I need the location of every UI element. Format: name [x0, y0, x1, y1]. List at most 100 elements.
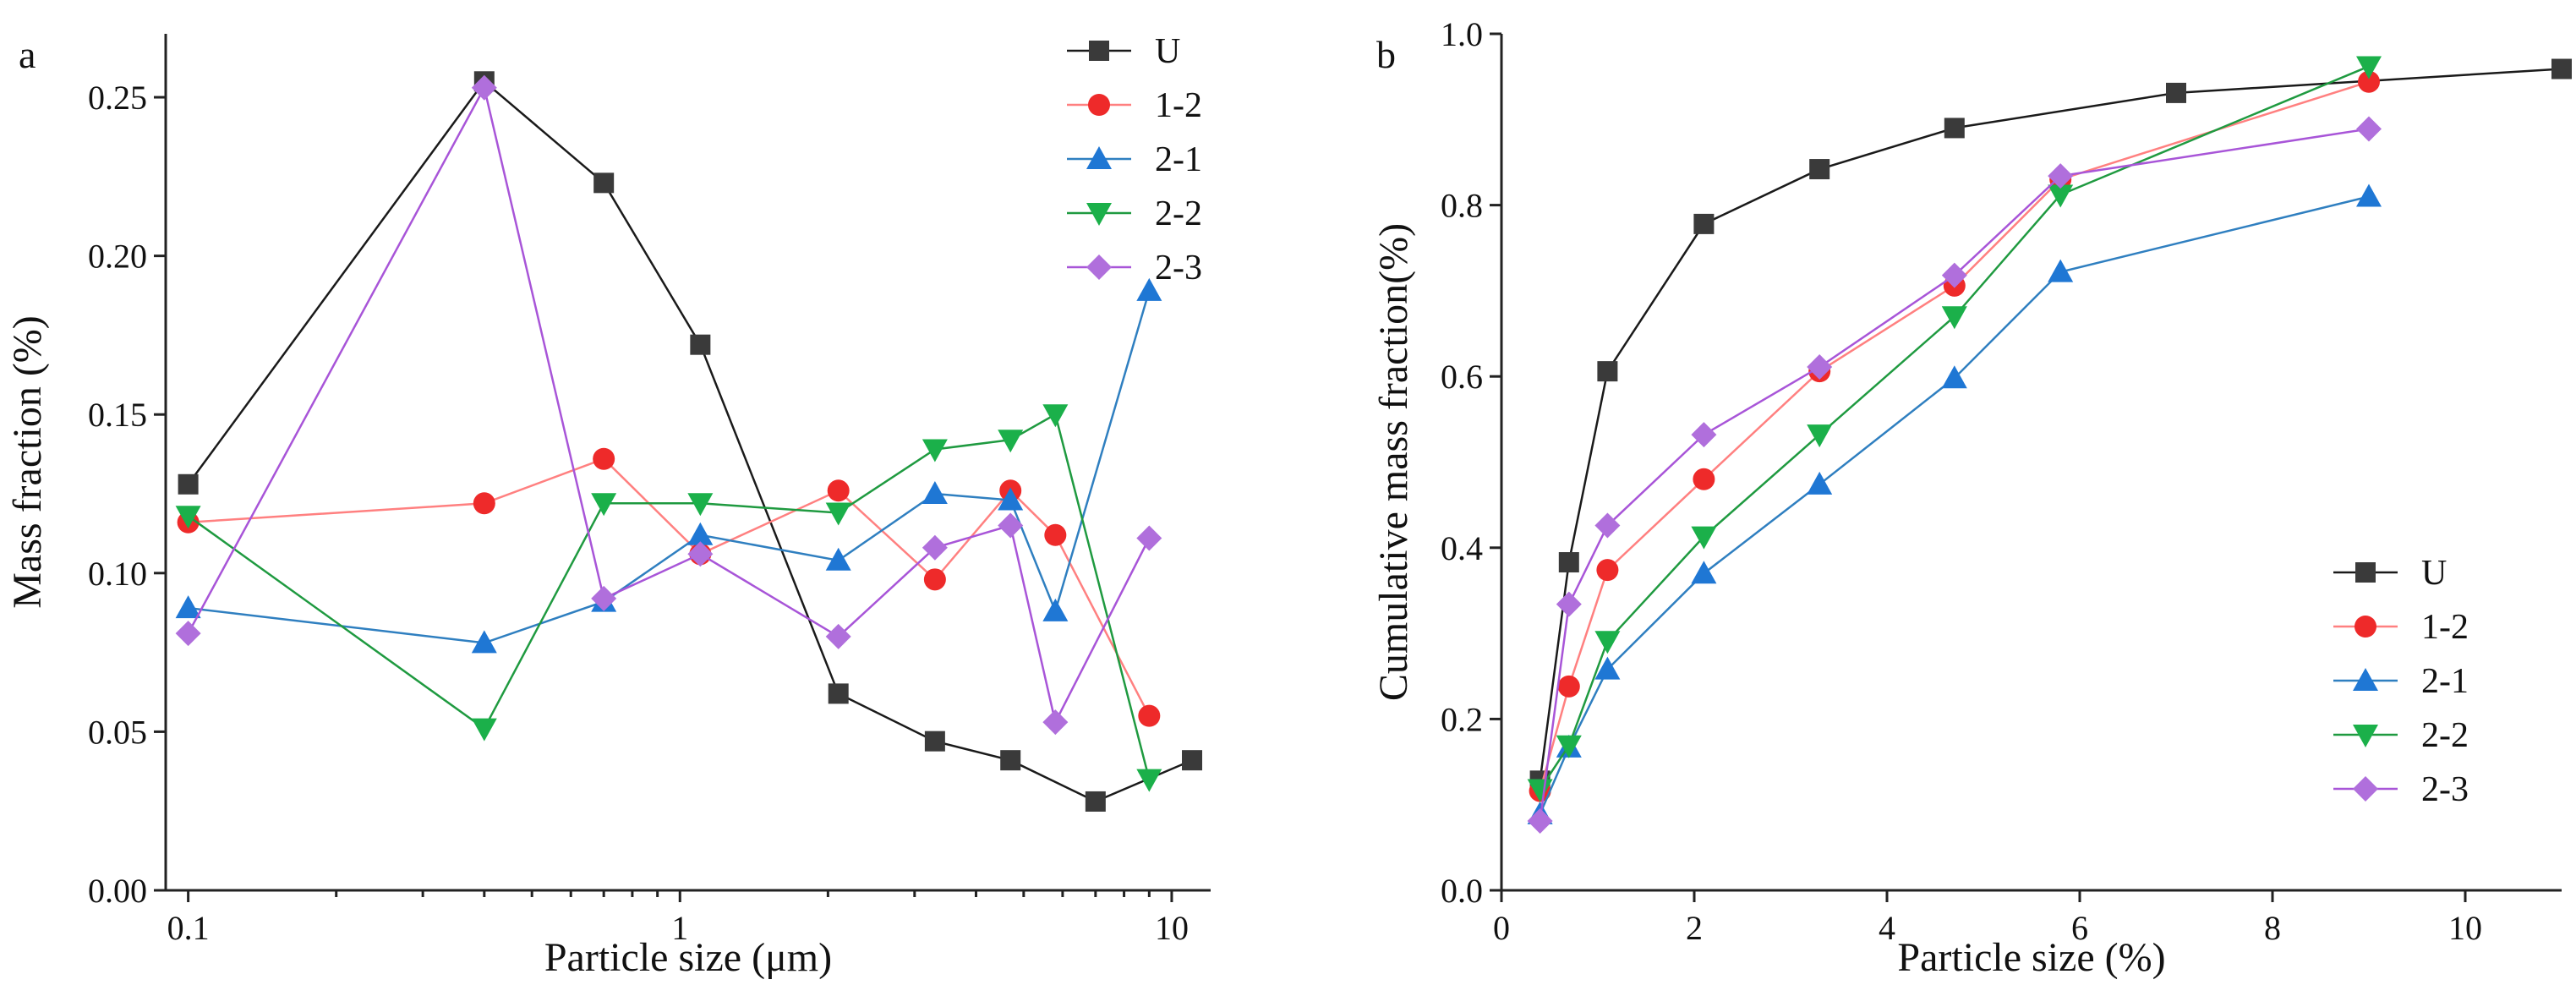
- data-point: [2166, 82, 2186, 103]
- series-1-2: [1529, 70, 2380, 802]
- data-point: [1044, 523, 1067, 546]
- data-point: [687, 541, 714, 567]
- panel-b: b 0.0 0.2 0.4 0.6 0.8 1.0 0 2 4 6 8 10 Particle size …: [1371, 15, 2572, 980]
- legend-marker: [1086, 203, 1112, 226]
- data-point: [998, 487, 1024, 511]
- data-point: [687, 522, 714, 545]
- series-2-2: [1527, 56, 2382, 802]
- data-point: [1556, 591, 1582, 617]
- series-line: [1539, 65, 2370, 791]
- y-tick-label: 0.0: [1441, 872, 1483, 910]
- legend-label: 2-3: [1155, 249, 1202, 287]
- data-point: [998, 430, 1024, 453]
- data-point: [922, 534, 948, 561]
- series-line: [187, 79, 1193, 803]
- legend-marker: [1089, 41, 1109, 61]
- data-point: [1527, 807, 1553, 834]
- data-point: [1594, 656, 1621, 680]
- data-point: [828, 683, 849, 704]
- series-u: [178, 71, 1203, 812]
- legend-label: 2-1: [2421, 662, 2469, 701]
- y-axis-title: Cumulative mass fraction(%): [1371, 223, 1416, 701]
- x-tick-label: 4: [1879, 909, 1895, 947]
- data-point: [2356, 183, 2382, 207]
- legend-item-u: U: [2333, 554, 2447, 593]
- data-point: [687, 493, 714, 517]
- x-tick-label: 0: [1493, 909, 1510, 947]
- data-point: [1085, 791, 1106, 812]
- data-point: [1944, 118, 1965, 139]
- legend-label: 2-2: [1155, 194, 1202, 233]
- data-point: [1941, 262, 1967, 288]
- data-point: [591, 585, 617, 611]
- y-tick-label: 0.25: [88, 79, 147, 117]
- data-point: [1138, 704, 1161, 727]
- data-point: [178, 473, 199, 495]
- legend-marker: [2354, 616, 2376, 638]
- data-point: [1594, 512, 1621, 539]
- y-tick-label: 1.0: [1441, 15, 1483, 53]
- data-point: [1000, 750, 1021, 771]
- legend: U 1-2 2-1 2-2 2-3: [2333, 554, 2469, 809]
- data-point: [1691, 526, 1717, 550]
- legend-label: 1-2: [1155, 86, 1202, 125]
- y-tick-label: 0.6: [1441, 358, 1483, 396]
- x-tick-label: 1: [671, 909, 688, 947]
- legend-label: 2-2: [2421, 716, 2469, 755]
- data-point: [922, 439, 948, 462]
- data-point: [1558, 552, 1579, 573]
- x-tick-label: 0.1: [167, 909, 210, 947]
- data-point: [1042, 598, 1069, 621]
- series-2-1: [175, 277, 1162, 654]
- data-point: [924, 731, 945, 752]
- data-point: [1182, 750, 1203, 771]
- data-point: [471, 718, 497, 742]
- data-point: [593, 172, 615, 194]
- data-point: [1556, 735, 1582, 758]
- legend-marker: [1088, 94, 1110, 116]
- y-tick-label: 0.00: [88, 872, 147, 910]
- data-point: [2048, 259, 2074, 282]
- data-point: [2358, 70, 2380, 93]
- legend-item-2-2: 2-2: [1067, 194, 1202, 233]
- legend-label: 1-2: [2421, 608, 2469, 647]
- data-point: [2356, 116, 2382, 142]
- legend-item-u: U: [1067, 32, 1180, 71]
- y-tick-label: 0.8: [1441, 187, 1483, 225]
- series-line: [1539, 80, 2370, 791]
- data-point: [175, 506, 201, 529]
- series-line: [1539, 195, 2370, 815]
- x-tick-label: 6: [2071, 909, 2088, 947]
- series-u: [1529, 58, 2572, 791]
- data-point: [1941, 306, 1967, 330]
- data-point: [473, 492, 495, 515]
- legend-item-2-1: 2-1: [2333, 662, 2469, 701]
- data-point: [591, 493, 617, 517]
- data-point: [2551, 58, 2572, 79]
- y-tick-label: 0.10: [88, 555, 147, 593]
- legend-marker: [2355, 562, 2376, 583]
- x-tick-label: 8: [2264, 909, 2281, 947]
- panel-label: b: [1376, 33, 1396, 76]
- data-point: [1807, 471, 1833, 495]
- data-point: [1136, 769, 1162, 792]
- x-tick-label: 10: [1155, 909, 1189, 947]
- data-point: [1693, 213, 1715, 234]
- y-tick-label: 0.15: [88, 396, 147, 434]
- legend: U 1-2 2-1 2-2 2-3: [1067, 32, 1202, 287]
- x-tick-label: 10: [2448, 909, 2482, 947]
- series-line: [1539, 128, 2370, 822]
- data-point: [175, 595, 201, 619]
- panel-a: a 0.00 0.05 0.10 0.15 0.20 0.25 0.1 1 10 Particle …: [5, 32, 1211, 980]
- data-point: [1136, 277, 1162, 301]
- data-point: [690, 334, 711, 355]
- legend-item-1-2: 1-2: [2333, 608, 2469, 647]
- series-2-3: [175, 74, 1162, 736]
- data-point: [1691, 561, 1717, 584]
- data-point: [1557, 675, 1580, 698]
- y-tick-label: 0.2: [1441, 700, 1483, 738]
- legend-item-1-2: 1-2: [1067, 86, 1202, 125]
- data-point: [1941, 365, 1967, 389]
- legend-item-2-3: 2-3: [1067, 249, 1202, 287]
